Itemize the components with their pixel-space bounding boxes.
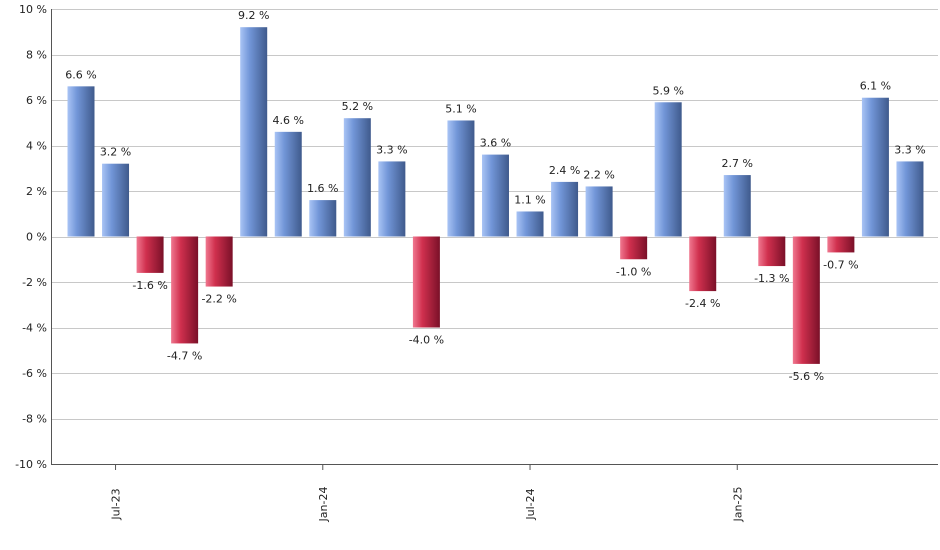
bar-positive <box>654 102 682 237</box>
bar-negative <box>689 236 717 292</box>
bar-value-label: -1.0 % <box>616 265 651 278</box>
axes <box>51 9 938 470</box>
bar-value-label: 3.2 % <box>100 146 131 159</box>
bar-value-labels: 6.6 % 3.2 % -1.6 % -4.7 % -2.2 % 9.2 % 4.6 % 1.… <box>65 9 925 383</box>
bar-positive <box>861 97 889 237</box>
y-tick-label: 4 % <box>26 140 47 153</box>
x-tick-label: Jan-24 <box>317 487 330 523</box>
y-tick-label: -4 % <box>22 322 47 335</box>
bar-positive <box>309 200 337 237</box>
bar-positive <box>516 211 544 237</box>
bar-negative <box>620 236 648 260</box>
bar-value-label: -0.7 % <box>823 258 858 271</box>
bar-value-label: -5.6 % <box>789 370 824 383</box>
y-tick-label: 10 % <box>19 3 47 16</box>
y-tick-label: 6 % <box>26 94 47 107</box>
bar-negative <box>758 236 786 267</box>
y-tick-label: -6 % <box>22 367 47 380</box>
y-tick-label: -2 % <box>22 276 47 289</box>
bar-positive <box>896 161 924 237</box>
x-tick-label: Jul-24 <box>524 488 537 520</box>
y-tick-label: -10 % <box>15 458 47 471</box>
bar-value-label: 1.1 % <box>514 193 545 206</box>
bar-positive <box>67 86 95 237</box>
y-tick-label: -8 % <box>22 413 47 426</box>
bar-positive <box>723 175 751 237</box>
bar-value-label: -4.0 % <box>409 334 444 347</box>
bar-negative <box>412 236 440 328</box>
bar-negative <box>827 236 855 253</box>
bar-negative <box>792 236 820 364</box>
bar-value-label: 5.9 % <box>652 84 683 97</box>
bar-value-label: 2.2 % <box>583 168 614 181</box>
bar-value-label: -1.3 % <box>754 272 789 285</box>
bar-value-label: 5.2 % <box>342 100 373 113</box>
bar-value-label: 4.6 % <box>273 114 304 127</box>
bar-positive <box>274 131 302 237</box>
bar-value-label: -4.7 % <box>167 349 202 362</box>
bar-value-label: 3.3 % <box>376 143 407 156</box>
bar-value-label: 2.7 % <box>722 157 753 170</box>
bar-negative <box>136 236 164 273</box>
bar-positive <box>481 154 509 237</box>
bar-positive <box>240 27 268 237</box>
bar-positive <box>378 161 406 237</box>
y-tick-label: 2 % <box>26 185 47 198</box>
bar-value-label: 3.3 % <box>894 143 925 156</box>
bar-value-label: 3.6 % <box>480 137 511 150</box>
y-tick-label: 8 % <box>26 49 47 62</box>
x-axis-tick-labels: Jul-23 Jan-24 Jul-24 Jan-25 <box>110 487 745 523</box>
bar-value-label: 2.4 % <box>549 164 580 177</box>
bar-negative <box>171 236 199 344</box>
bar-value-label: -1.6 % <box>132 279 167 292</box>
bar-value-label: 5.1 % <box>445 102 476 115</box>
bar-positive <box>447 120 475 237</box>
bar-negative <box>205 236 233 287</box>
bar-value-label: 9.2 % <box>238 9 269 22</box>
bar-value-label: 6.1 % <box>860 80 891 93</box>
bar-value-label: 1.6 % <box>307 182 338 195</box>
x-tick-label: Jan-25 <box>731 487 744 523</box>
bar-value-label: -2.2 % <box>201 293 236 306</box>
bar-value-label: 6.6 % <box>65 68 96 81</box>
bar-positive <box>551 181 579 237</box>
bar-positive <box>585 186 613 237</box>
y-axis-tick-labels: 10 % 8 % 6 % 4 % 2 % 0 % -2 % -4 % -6 % -8 % -10 % <box>15 3 47 471</box>
bar-positive <box>102 163 130 237</box>
bars <box>67 27 924 364</box>
bar-positive <box>343 118 371 237</box>
x-tick-label: Jul-23 <box>110 488 123 520</box>
y-tick-label: 0 % <box>26 231 47 244</box>
bar-value-label: -2.4 % <box>685 297 720 310</box>
